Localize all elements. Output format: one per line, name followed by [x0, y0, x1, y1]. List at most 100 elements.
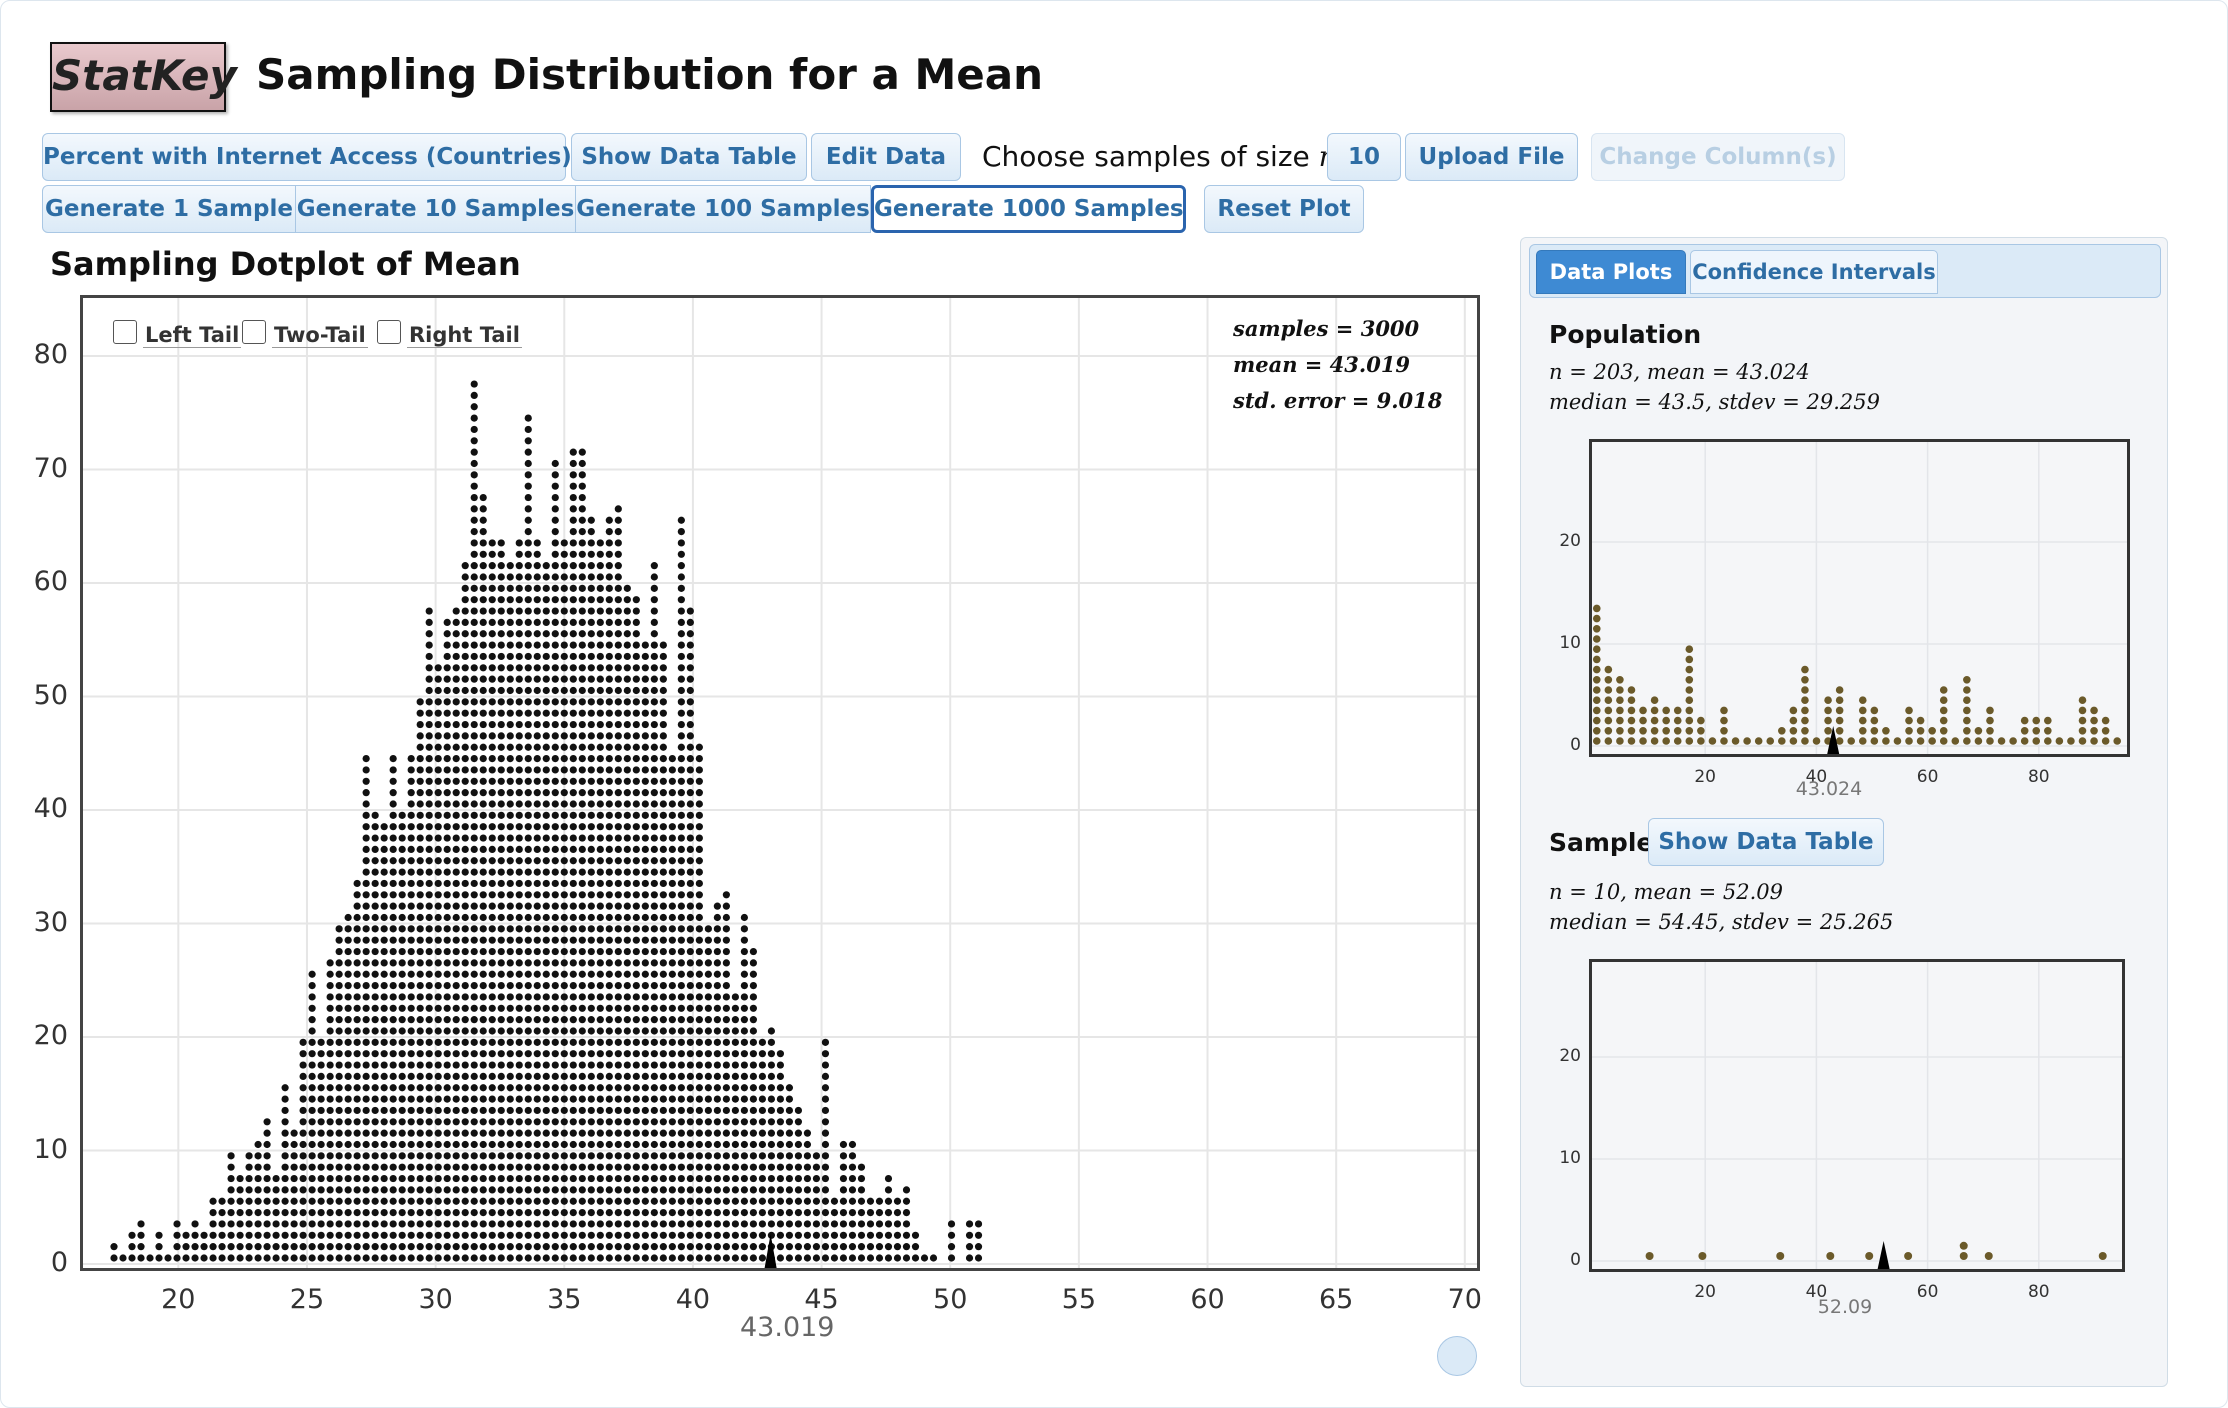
- tab-confidence-intervals[interactable]: Confidence Intervals: [1690, 250, 1938, 294]
- scroll-handle[interactable]: [1437, 1336, 1477, 1376]
- sample-dot: [605, 936, 613, 944]
- sample-dot: [596, 845, 604, 854]
- sample-dot: [506, 1004, 514, 1012]
- sample-dot: [425, 743, 433, 751]
- sample-dot: [497, 562, 505, 570]
- dot-column: [515, 539, 523, 1262]
- two-tail-toggle[interactable]: Two-Tail: [242, 320, 368, 348]
- population-dot: [1592, 625, 1601, 633]
- sample-dot: [641, 664, 649, 672]
- sample-dot: [668, 913, 676, 922]
- sample-dot: [515, 766, 523, 774]
- sample-dot: [353, 902, 361, 910]
- sample-dot: [434, 913, 442, 922]
- change-columns-button[interactable]: Change Column(s): [1591, 133, 1845, 181]
- sample-dot: [785, 1140, 794, 1149]
- sample-dot: [506, 1140, 514, 1149]
- sample-dot: [677, 845, 685, 854]
- sample-dot: [704, 1174, 712, 1183]
- sample-dot: [371, 1084, 379, 1092]
- population-dot: [1616, 727, 1624, 735]
- edit-data-button[interactable]: Edit Data: [811, 133, 961, 181]
- sample-dot: [632, 1174, 640, 1183]
- sample-dot: [704, 1118, 712, 1126]
- sample-dot: [506, 993, 514, 1001]
- sample-dot: [686, 789, 694, 797]
- sample-dot: [587, 698, 595, 706]
- sample-dot: [848, 1163, 857, 1171]
- sample-dot: [587, 982, 595, 990]
- statkey-logo[interactable]: StatKey: [50, 42, 237, 112]
- dot-column: [398, 811, 406, 1262]
- generate-100-samples-button[interactable]: Generate 100 Samples: [575, 185, 871, 233]
- sample-dot: [452, 720, 460, 729]
- show-data-table-button[interactable]: Show Data Table: [571, 133, 807, 181]
- sample-dot: [902, 1220, 911, 1228]
- sample-dot: [749, 1084, 757, 1092]
- sample-dot: [425, 959, 433, 967]
- sample-dot: [650, 913, 658, 922]
- left-tail-toggle[interactable]: Left Tail: [113, 320, 242, 348]
- sample-dot: [614, 811, 622, 819]
- dot-column: [470, 380, 478, 1262]
- sample-dot: [326, 1106, 334, 1115]
- right-tail-checkbox[interactable]: [377, 320, 401, 344]
- sample-dot: [470, 732, 478, 740]
- sample-dot: [479, 1220, 487, 1228]
- dataset-dropdown[interactable]: Percent with Internet Access (Countries): [42, 133, 600, 181]
- sample-dot: [560, 902, 568, 910]
- sample-dot: [560, 1061, 568, 1069]
- sample-dot: [443, 1106, 451, 1115]
- sample-size-input[interactable]: 10: [1327, 133, 1401, 181]
- sample-dot: [632, 970, 640, 978]
- sample-dot: [569, 1220, 577, 1228]
- reset-plot-button[interactable]: Reset Plot: [1204, 185, 1364, 233]
- sample-dot: [632, 1231, 640, 1239]
- sample-show-data-table-button[interactable]: Show Data Table: [1648, 818, 1884, 866]
- sample-dot: [479, 1016, 487, 1024]
- sample-dot: [398, 959, 406, 967]
- population-dot: [1592, 614, 1601, 623]
- sample-dot: [416, 743, 424, 751]
- sample-dot: [740, 1186, 748, 1194]
- sample-dot: [353, 1209, 361, 1217]
- sample-dot: [641, 823, 649, 831]
- mini-dot-column: [1604, 665, 1613, 745]
- sample-dot: [524, 652, 532, 661]
- sample-dot: [722, 1004, 730, 1012]
- left-tail-checkbox[interactable]: [113, 320, 137, 344]
- sample-dot: [488, 982, 496, 990]
- sample-dot: [506, 879, 514, 888]
- sample-dot: [659, 789, 667, 797]
- sample-dot: [506, 834, 514, 842]
- sample-dot: [677, 1084, 685, 1092]
- sample-dot: [353, 925, 361, 933]
- sample-dot: [497, 1072, 505, 1080]
- sample-dot: [587, 562, 595, 570]
- generate-10-samples-button[interactable]: Generate 10 Samples: [295, 185, 576, 233]
- right-tail-toggle[interactable]: Right Tail: [377, 320, 522, 348]
- sample-dot: [749, 1095, 757, 1103]
- sample-dot: [299, 1129, 307, 1137]
- sample-dot: [497, 1197, 505, 1205]
- sample-dot: [758, 1140, 766, 1149]
- sample-dot: [362, 1016, 370, 1024]
- sample-dot: [623, 1061, 631, 1069]
- sample-dot: [425, 755, 433, 763]
- sample-dot: [731, 1254, 739, 1262]
- sample-dot: [614, 630, 622, 638]
- sample-dot: [668, 1254, 676, 1262]
- sample-dot: [569, 596, 577, 604]
- sample-dot: [578, 1174, 586, 1183]
- generate-1-sample-button[interactable]: Generate 1 Sample: [42, 185, 296, 233]
- tab-data-plots[interactable]: Data Plots: [1536, 250, 1686, 294]
- sample-dot: [749, 1016, 757, 1024]
- upload-file-button[interactable]: Upload File: [1405, 133, 1578, 181]
- sample-dot: [668, 891, 676, 899]
- generate-1000-samples-button[interactable]: Generate 1000 Samples: [871, 185, 1186, 233]
- sample-dot: [362, 879, 370, 888]
- sample-dot: [272, 1254, 280, 1262]
- sample-dot: [596, 675, 604, 683]
- two-tail-checkbox[interactable]: [242, 320, 266, 344]
- sample-dot: [344, 1140, 352, 1149]
